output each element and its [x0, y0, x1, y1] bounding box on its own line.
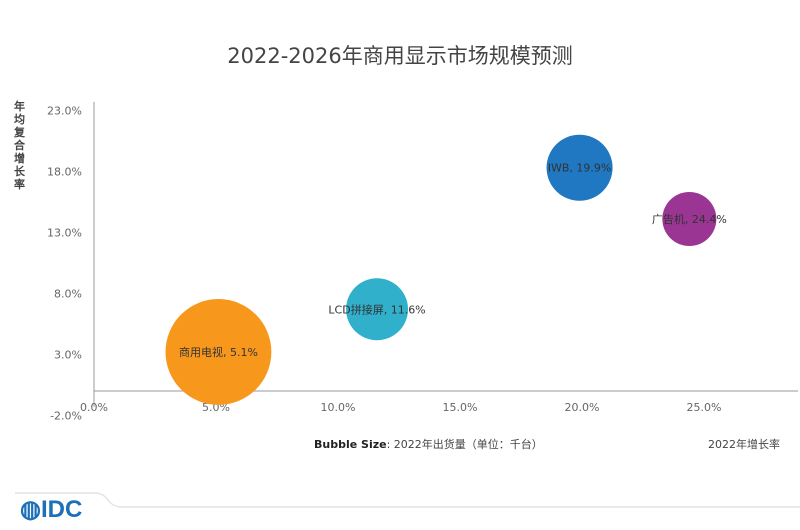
- y-tick-label: 3.0%: [54, 348, 82, 361]
- bubble-size-text: : 2022年出货量（单位：千台）: [386, 438, 543, 451]
- x-tick-label: 0.0%: [80, 401, 108, 414]
- y-tick-label: 23.0%: [47, 104, 82, 117]
- x-tick-label: 15.0%: [443, 401, 478, 414]
- bubble: [165, 299, 272, 405]
- bubble: [546, 134, 613, 201]
- x-tick-label: 10.0%: [321, 401, 356, 414]
- y-tick-label: 13.0%: [47, 226, 82, 239]
- bubble: [346, 278, 409, 341]
- bubble-size-bold: Bubble Size: [314, 438, 387, 451]
- idc-logo: ◍IDC: [20, 495, 82, 524]
- bubble: [662, 191, 717, 246]
- x-tick-label: 20.0%: [565, 401, 600, 414]
- y-tick-label: 8.0%: [54, 287, 82, 300]
- bubble-size-note: Bubble Size: 2022年出货量（单位：千台）: [314, 436, 543, 452]
- y-tick-label: -2.0%: [50, 409, 82, 422]
- bubble-label: 商用电视, 5.1%: [179, 345, 258, 359]
- y-tick-label: 18.0%: [47, 165, 82, 178]
- logo-text: IDC: [40, 496, 83, 523]
- bubble-label: IWB, 19.9%: [548, 162, 612, 175]
- chart-title: 2022-2026年商用显示市场规模预测: [227, 44, 573, 68]
- x-axis-label: 2022年增长率: [708, 438, 780, 451]
- bubble-label: LCD拼接屏, 11.6%: [328, 302, 425, 316]
- bubble-label: 广告机, 24.4%: [652, 212, 727, 226]
- x-tick-label: 25.0%: [687, 401, 722, 414]
- footer-curve: [15, 492, 800, 508]
- y-axis-label: 年均复合增长率: [14, 100, 25, 191]
- globe-icon: ◍: [20, 496, 41, 523]
